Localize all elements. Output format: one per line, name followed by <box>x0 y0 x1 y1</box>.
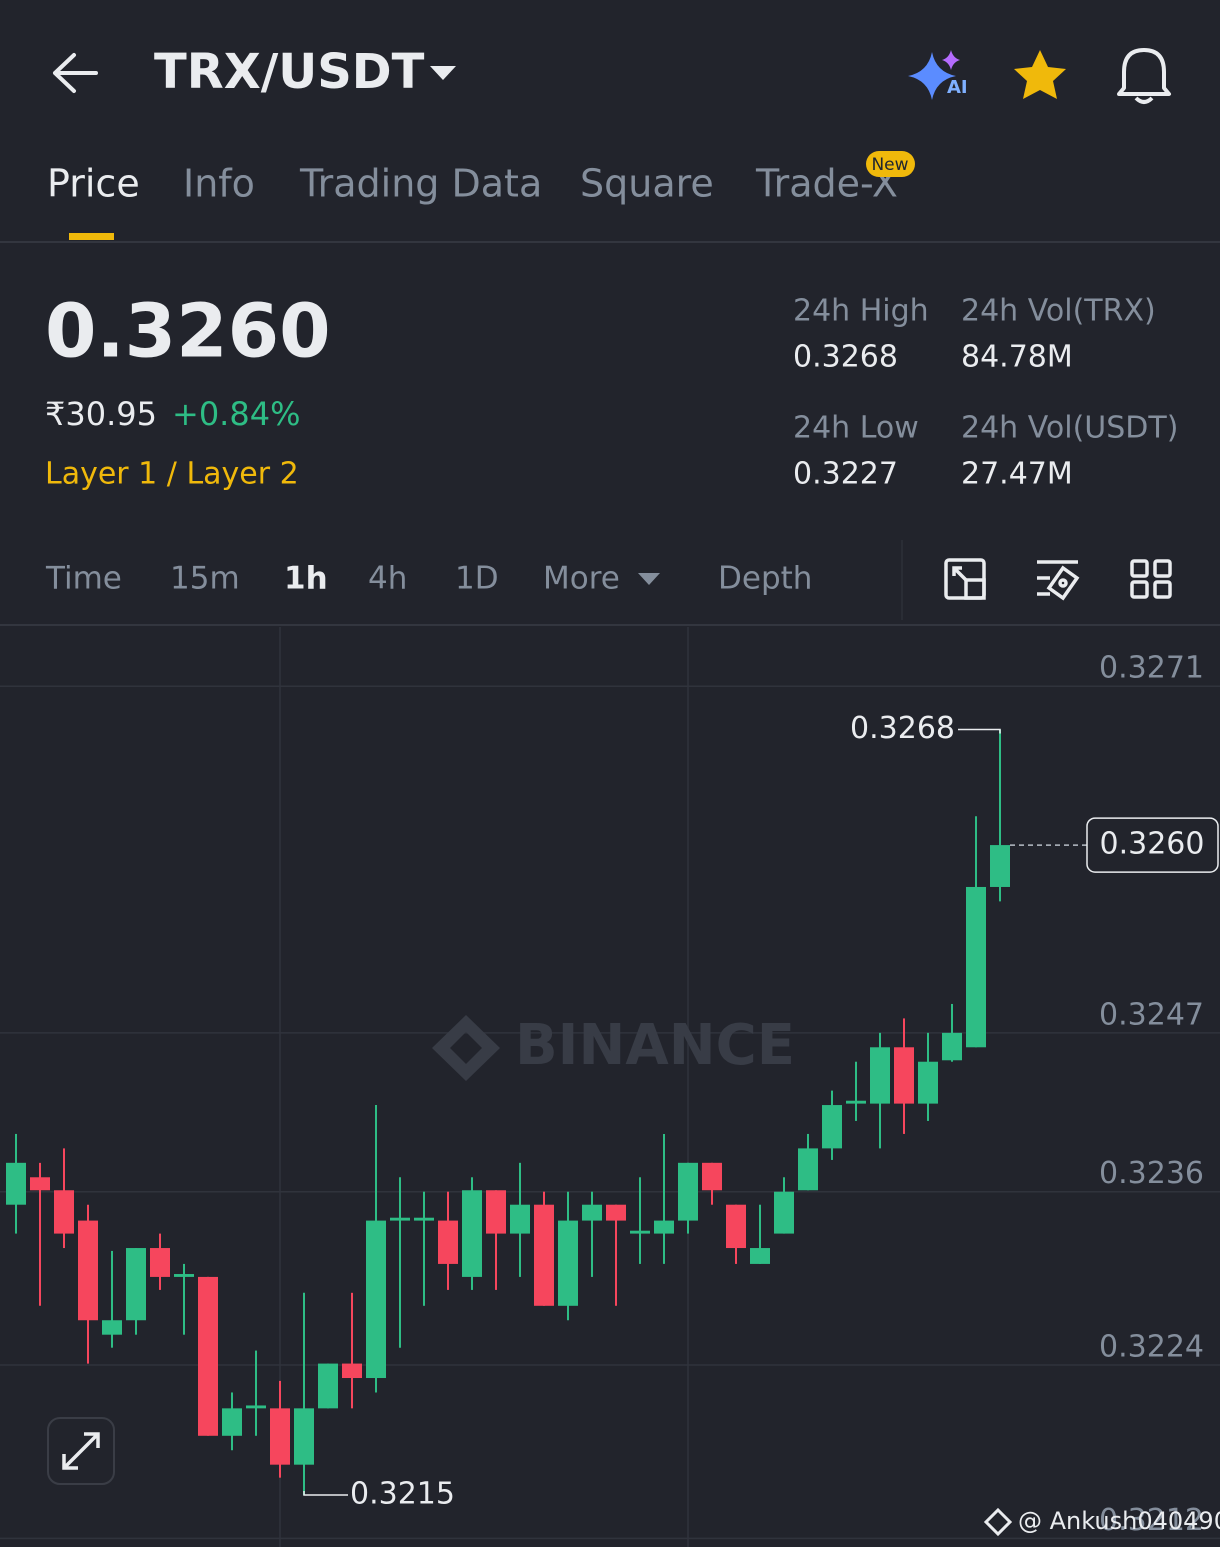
credit: @ Ankush040490 <box>1018 1507 1220 1535</box>
candle-body <box>774 1191 794 1234</box>
interval[interactable]: Time <box>45 561 122 597</box>
candle-body <box>750 1248 770 1264</box>
candle-body <box>318 1363 338 1409</box>
low-label: 0.3215 <box>350 1477 455 1512</box>
favorite-button[interactable] <box>1014 50 1066 99</box>
candle-body <box>606 1204 626 1221</box>
tab[interactable]: Trading Data <box>299 162 542 206</box>
candle-body <box>174 1274 194 1277</box>
stat-value: 0.3268 <box>793 340 898 375</box>
candle-body <box>534 1204 554 1306</box>
candle-body <box>126 1248 146 1321</box>
candle-body <box>726 1204 746 1249</box>
more-dropdown[interactable] <box>638 573 660 585</box>
stat-label: 24h Vol(TRX) <box>961 294 1156 329</box>
candle-body <box>102 1320 122 1335</box>
fiat-price: ₹30.95 <box>45 395 157 433</box>
fullscreen-icon <box>62 1432 100 1470</box>
interval[interactable]: Depth <box>718 561 812 597</box>
interval[interactable]: 1D <box>455 561 499 597</box>
chart-settings-button[interactable] <box>944 558 986 600</box>
interval[interactable]: 4h <box>368 561 407 597</box>
candle-body <box>246 1405 266 1409</box>
candle-body <box>222 1408 242 1436</box>
tab[interactable]: Square <box>580 162 714 206</box>
stat-value: 84.78M <box>961 340 1073 375</box>
alert-button[interactable] <box>1117 48 1171 104</box>
high-label: 0.3268 <box>850 711 955 746</box>
candle-body <box>438 1220 458 1264</box>
layout-button[interactable] <box>1130 559 1172 599</box>
stat-label: 24h High <box>793 294 929 329</box>
credit-logo <box>983 1507 1013 1537</box>
pair-dropdown[interactable] <box>430 66 456 80</box>
badge-bg <box>866 151 915 177</box>
pair-title[interactable]: TRX/USDT <box>154 44 425 100</box>
candle-body <box>918 1061 938 1104</box>
svg-text:AI: AI <box>947 77 968 98</box>
price-change: +0.84% <box>172 395 300 433</box>
badge: New <box>871 155 908 175</box>
candle-body <box>486 1190 506 1234</box>
candle-body <box>462 1190 482 1277</box>
stat-value: 0.3227 <box>793 457 898 492</box>
back-button[interactable] <box>53 53 98 93</box>
candle-body <box>150 1248 170 1277</box>
sector-tag[interactable]: Layer 1 / Layer 2 <box>45 457 299 492</box>
tab[interactable]: Info <box>183 162 255 206</box>
candle-body <box>294 1408 314 1465</box>
candle-body <box>270 1408 290 1465</box>
last-price-label: 0.3260 <box>1100 827 1205 862</box>
candle-body <box>630 1230 650 1234</box>
tab-indicator <box>69 233 114 240</box>
candle-body <box>510 1204 530 1234</box>
candle-body <box>966 886 986 1048</box>
chart: 0.3212 0.3224 0.3236 0.3247 0.3271 0.3268 0.32… <box>0 651 1220 1540</box>
candle-body <box>54 1190 74 1234</box>
candle-body <box>30 1177 50 1191</box>
candle-body <box>6 1162 26 1205</box>
watermark-logo <box>432 1015 500 1081</box>
last-price-box <box>1086 817 1219 873</box>
candle-body <box>198 1276 218 1436</box>
tab[interactable]: Price <box>47 162 140 206</box>
candle-body <box>582 1204 602 1221</box>
candle-body <box>342 1363 362 1379</box>
stat-label: 24h Vol(USDT) <box>961 411 1178 446</box>
last-price: 0.3260 <box>45 289 331 375</box>
candle-body <box>414 1217 434 1221</box>
watermark: BINANCE <box>515 1013 795 1078</box>
candle-body <box>678 1162 698 1221</box>
candle-body <box>894 1047 914 1104</box>
interval[interactable]: More <box>543 561 620 597</box>
candle-body <box>558 1220 578 1306</box>
candle-body <box>78 1220 98 1321</box>
stat-label: 24h Low <box>793 411 919 446</box>
y-tick-label: 0.3212 <box>1099 1503 1204 1538</box>
candle-body <box>798 1148 818 1191</box>
stat-value: 27.47M <box>961 457 1073 492</box>
ai-button[interactable]: AI <box>908 50 968 100</box>
candle-body <box>654 1220 674 1234</box>
y-tick-label: 0.3247 <box>1099 997 1204 1032</box>
candle-body <box>366 1220 386 1379</box>
high-leader <box>958 728 1001 734</box>
indicator-button[interactable] <box>1037 560 1080 601</box>
low-leader <box>303 1491 348 1496</box>
y-tick-label: 0.3224 <box>1099 1330 1204 1365</box>
candle-body <box>702 1162 722 1191</box>
y-tick-label: 0.3271 <box>1099 651 1204 686</box>
candle-body <box>822 1105 842 1149</box>
interval[interactable]: 1h <box>284 561 328 597</box>
candle-body <box>846 1100 866 1104</box>
candle-body <box>942 1032 962 1061</box>
interval[interactable]: 15m <box>170 561 240 597</box>
candle-body <box>390 1217 410 1221</box>
candle-body <box>990 845 1010 887</box>
candle-body <box>870 1047 890 1104</box>
y-tick-label: 0.3236 <box>1099 1156 1204 1191</box>
